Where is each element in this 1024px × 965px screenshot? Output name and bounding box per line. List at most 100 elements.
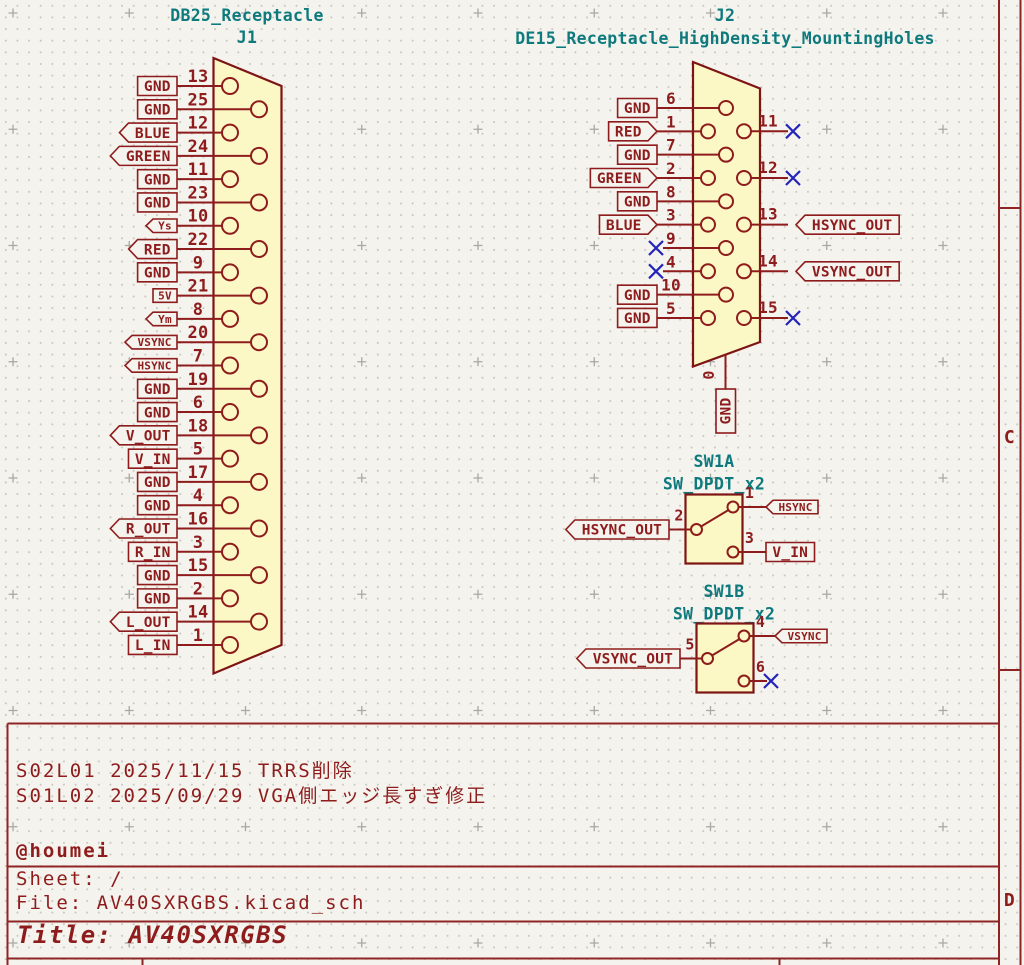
- global-label-text[interactable]: GND: [144, 592, 171, 608]
- pin-circle[interactable]: [250, 612, 268, 631]
- global-label-text[interactable]: GND: [624, 311, 651, 327]
- global-label-text[interactable]: BLUE: [606, 218, 642, 234]
- global-label-gnd[interactable]: [136, 98, 178, 120]
- global-label-text[interactable]: GND: [144, 382, 171, 398]
- sw1a-body[interactable]: [684, 493, 744, 565]
- global-label-gnd[interactable]: [136, 588, 178, 609]
- pin-circle[interactable]: [250, 286, 268, 305]
- pin-circle[interactable]: [250, 146, 268, 165]
- pin-circle[interactable]: [221, 263, 239, 282]
- value-sw1b[interactable]: SW_DPDT_x2: [673, 605, 775, 624]
- global-label-v_in[interactable]: [127, 448, 178, 469]
- value-j2[interactable]: DE15_Receptacle_HighDensity_MountingHole…: [515, 29, 935, 48]
- no-connect-x-icon[interactable]: [785, 310, 801, 326]
- global-label-gnd[interactable]: [136, 192, 178, 213]
- global-label-text[interactable]: HSYNC_OUT: [582, 523, 662, 539]
- pin-circle[interactable]: [221, 589, 239, 608]
- pin-circle[interactable]: [250, 426, 268, 445]
- global-label-r_in[interactable]: [127, 541, 178, 563]
- pin-circle[interactable]: [250, 472, 268, 491]
- global-label-text[interactable]: HSYNC_OUT: [812, 218, 892, 234]
- global-label-5v[interactable]: [152, 288, 178, 304]
- global-label-gnd-vertical[interactable]: [715, 388, 737, 434]
- pin-circle[interactable]: [221, 309, 239, 328]
- global-label-text[interactable]: GREEN: [597, 171, 642, 187]
- global-label-text[interactable]: HSYNC: [778, 501, 812, 514]
- global-label-text[interactable]: GREEN: [126, 149, 171, 165]
- global-label-vsync_out[interactable]: [575, 648, 681, 669]
- global-label-gnd[interactable]: [136, 262, 178, 283]
- global-label-text[interactable]: GND: [144, 79, 171, 95]
- pin-circle[interactable]: [221, 542, 239, 561]
- global-label-gnd[interactable]: [136, 75, 178, 97]
- pin-circle[interactable]: [221, 449, 239, 468]
- global-label-text[interactable]: GND: [719, 397, 735, 424]
- global-label-r_out[interactable]: [109, 518, 178, 539]
- global-label-gnd[interactable]: [136, 564, 178, 586]
- no-connect-x-icon[interactable]: [763, 673, 779, 689]
- global-label-text[interactable]: 5V: [158, 290, 172, 303]
- global-label-text[interactable]: HSYNC: [137, 359, 171, 372]
- global-label-blue[interactable]: [598, 214, 659, 235]
- global-label-gnd[interactable]: [616, 144, 658, 165]
- global-label-green[interactable]: [589, 167, 659, 189]
- global-label-text[interactable]: Ys: [158, 220, 172, 233]
- global-label-ym[interactable]: [144, 311, 178, 327]
- ref-sw1a[interactable]: SW1A: [694, 452, 735, 471]
- pin-circle[interactable]: [221, 216, 239, 235]
- pin-circle[interactable]: [250, 333, 268, 352]
- no-connect-x-icon[interactable]: [785, 123, 801, 140]
- global-label-text[interactable]: GND: [144, 405, 171, 421]
- no-connect-x-icon[interactable]: [648, 263, 664, 280]
- pin-circle[interactable]: [221, 496, 239, 515]
- global-label-v_out[interactable]: [109, 425, 178, 446]
- pin-circle[interactable]: [221, 170, 239, 189]
- pin-circle[interactable]: [221, 403, 239, 422]
- global-label-v_in[interactable]: [765, 541, 816, 563]
- global-label-gnd[interactable]: [136, 378, 178, 400]
- global-label-gnd[interactable]: [136, 401, 178, 423]
- value-sw1a[interactable]: SW_DPDT_x2: [663, 475, 765, 494]
- global-label-text[interactable]: V_IN: [135, 452, 171, 468]
- pin-circle[interactable]: [221, 356, 239, 375]
- global-label-gnd[interactable]: [616, 307, 658, 329]
- global-label-text[interactable]: GND: [144, 568, 171, 584]
- global-label-text[interactable]: RED: [615, 125, 642, 141]
- ref-j2[interactable]: J2: [715, 6, 735, 25]
- sw1b-body[interactable]: [695, 622, 755, 694]
- global-label-red[interactable]: [127, 238, 178, 260]
- pin-circle[interactable]: [250, 566, 268, 585]
- global-label-text[interactable]: VSYNC: [787, 630, 821, 643]
- global-label-hsync[interactable]: [764, 499, 819, 515]
- pin-circle[interactable]: [250, 193, 268, 212]
- global-label-gnd[interactable]: [136, 471, 178, 493]
- value-j1[interactable]: DB25_Receptacle: [170, 6, 324, 25]
- global-label-text[interactable]: VSYNC_OUT: [593, 652, 673, 668]
- pin-circle[interactable]: [250, 519, 268, 538]
- global-label-green[interactable]: [109, 145, 178, 167]
- j1-body[interactable]: [212, 56, 283, 676]
- global-label-text[interactable]: GND: [144, 103, 171, 119]
- global-label-gnd[interactable]: [616, 284, 658, 305]
- global-label-gnd[interactable]: [136, 168, 178, 190]
- global-label-l_out[interactable]: [109, 611, 178, 632]
- global-label-vsync[interactable]: [123, 334, 178, 350]
- global-label-hsync[interactable]: [123, 357, 178, 374]
- global-label-text[interactable]: L_IN: [135, 638, 171, 654]
- global-label-text[interactable]: GND: [144, 475, 171, 491]
- pin-circle[interactable]: [221, 635, 239, 654]
- global-label-gnd[interactable]: [616, 97, 658, 119]
- global-label-blue[interactable]: [118, 122, 178, 143]
- global-label-text[interactable]: R_IN: [135, 545, 171, 561]
- global-label-text[interactable]: GND: [624, 195, 651, 211]
- global-label-text[interactable]: R_OUT: [126, 522, 171, 538]
- global-label-text[interactable]: V_IN: [772, 545, 808, 561]
- global-label-ys[interactable]: [144, 218, 178, 234]
- global-label-vsync[interactable]: [773, 628, 828, 644]
- global-label-text[interactable]: GND: [624, 148, 651, 164]
- global-label-text[interactable]: Ym: [158, 313, 172, 326]
- global-label-gnd[interactable]: [616, 191, 658, 212]
- global-label-hsync_out[interactable]: [564, 519, 670, 540]
- global-label-text[interactable]: VSYNC: [137, 336, 171, 349]
- global-label-text[interactable]: GND: [144, 172, 171, 188]
